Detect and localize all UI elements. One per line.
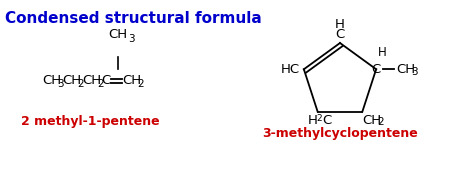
Text: CH: CH	[82, 74, 101, 88]
Text: 2: 2	[317, 114, 322, 123]
Text: 2: 2	[377, 117, 384, 127]
Text: 2: 2	[77, 79, 83, 89]
Text: C: C	[336, 28, 345, 41]
Text: C: C	[101, 74, 110, 88]
Text: C: C	[372, 63, 381, 76]
Text: CH: CH	[362, 114, 382, 127]
Text: CH: CH	[42, 74, 61, 88]
Text: CH: CH	[396, 63, 415, 76]
Text: C: C	[323, 114, 332, 127]
Text: 3-methylcyclopentene: 3-methylcyclopentene	[262, 128, 418, 140]
Text: 3: 3	[57, 79, 64, 89]
Text: 2: 2	[137, 79, 144, 89]
Text: 2 methyl-1-pentene: 2 methyl-1-pentene	[21, 115, 159, 128]
Text: H: H	[308, 114, 318, 127]
Text: H: H	[378, 46, 387, 59]
Text: HC: HC	[281, 63, 300, 76]
Text: 3: 3	[411, 67, 418, 77]
Text: Condensed structural formula: Condensed structural formula	[5, 11, 262, 26]
Text: 3: 3	[128, 34, 135, 44]
Text: CH: CH	[109, 28, 128, 41]
Text: CH: CH	[62, 74, 81, 88]
Text: 2: 2	[97, 79, 104, 89]
Text: H: H	[335, 18, 345, 31]
Text: CH: CH	[122, 74, 141, 88]
